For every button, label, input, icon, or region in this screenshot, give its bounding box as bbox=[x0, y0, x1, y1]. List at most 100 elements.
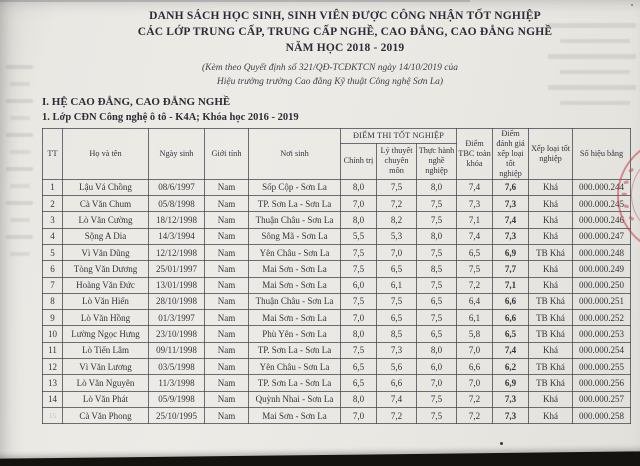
bleedthrough-ghost-top-right bbox=[540, 12, 636, 105]
student-name: Vì Văn Lương bbox=[62, 358, 149, 376]
score-politics: 8,0 bbox=[340, 390, 377, 408]
grad-score: 6,9 bbox=[492, 374, 530, 392]
score-practice: 7,5 bbox=[415, 195, 458, 213]
student-name: Lậu Vá Chồng bbox=[62, 178, 149, 197]
score-practice: 7,5 bbox=[415, 276, 458, 294]
diploma-number: 000.000.254 bbox=[572, 341, 632, 360]
birth-date: 09/11/1998 bbox=[148, 341, 205, 360]
table-row: 11 Lò Tiến Lâm 09/11/1998 Nam TP. Sơn La - S… bbox=[42, 341, 632, 360]
student-name: Lò Văn Cường bbox=[62, 211, 149, 229]
table-row: 8 Lò Văn Hiến 28/10/1998 Nam Thuận Châu - Sơ… bbox=[42, 292, 632, 311]
header-exam-scores-group: ĐIỂM THI TỐT NGHIỆP bbox=[339, 128, 458, 144]
header-practice: Thực hành nghề nghiệp bbox=[415, 143, 458, 180]
score-politics: 7,5 bbox=[340, 260, 377, 278]
grad-rank: TB Khá bbox=[528, 358, 574, 376]
score-theory: 7,3 bbox=[376, 341, 417, 360]
table-body: 1 Lậu Vá Chồng 08/6/1997 Nam Sốp Cộp - Sơn L… bbox=[42, 178, 632, 425]
score-practice: 8,0 bbox=[415, 178, 458, 197]
gender: Nam bbox=[204, 325, 249, 343]
score-practice: 7,5 bbox=[415, 243, 458, 262]
gpa: 7,4 bbox=[456, 178, 494, 197]
student-name: Lò Văn Hồng bbox=[62, 309, 149, 327]
gender: Nam bbox=[204, 178, 249, 197]
gpa: 7,4 bbox=[456, 227, 494, 245]
score-practice: 8,0 bbox=[415, 341, 458, 360]
score-theory: 5,6 bbox=[376, 358, 417, 376]
birth-place: TP. Sơn La - Sơn La bbox=[248, 341, 341, 360]
birth-date: 05/8/1998 bbox=[148, 195, 205, 213]
row-number: 1 bbox=[42, 178, 63, 197]
diploma-number: 000.000.248 bbox=[572, 243, 632, 262]
student-name: Lò Tiến Lâm bbox=[62, 341, 149, 360]
grad-score: 7,3 bbox=[492, 227, 530, 245]
header-politics: Chính trị bbox=[340, 143, 377, 180]
birth-date: 28/10/1998 bbox=[148, 292, 205, 311]
grad-score: 7,4 bbox=[492, 341, 530, 360]
row-number: 2 bbox=[42, 195, 63, 213]
score-theory: 6,6 bbox=[376, 374, 417, 392]
score-politics: 6,5 bbox=[340, 374, 377, 392]
birth-date: 23/10/1998 bbox=[148, 325, 205, 343]
bleedthrough-ghost-left bbox=[0, 52, 33, 256]
grad-rank: Khá bbox=[528, 390, 574, 408]
gpa: 7,0 bbox=[456, 341, 494, 360]
scan-bottom-edge bbox=[0, 451, 640, 466]
grad-score: 6,6 bbox=[492, 309, 530, 327]
gpa: 7,1 bbox=[456, 211, 494, 229]
grad-rank: Khá bbox=[528, 211, 574, 229]
table-row: 10 Lường Ngọc Hưng 23/10/1998 Nam Phù Yên - … bbox=[42, 325, 632, 343]
score-theory: 7,5 bbox=[376, 292, 417, 311]
grad-rank: TB Khá bbox=[528, 243, 574, 262]
birth-date: 14/3/1994 bbox=[148, 227, 205, 245]
grad-score: 7,3 bbox=[492, 195, 530, 213]
gpa: 6,4 bbox=[456, 292, 494, 311]
grad-rank: Khá bbox=[528, 260, 574, 278]
score-theory: 7,4 bbox=[376, 390, 417, 408]
table-header: TT Họ và tên Ngày sinh Giới tính Nơi sin… bbox=[42, 128, 632, 180]
score-politics: 8,0 bbox=[340, 211, 377, 229]
birth-place: Mai Sơn - Sơn La bbox=[248, 260, 341, 278]
document-subtitle: (Kèm theo Quyết định số 321/QĐ-TCĐKTCN n… bbox=[30, 62, 630, 89]
score-politics: 5,5 bbox=[340, 227, 377, 245]
header-gender: Giới tính bbox=[204, 128, 249, 180]
subtitle-line-1: (Kèm theo Quyết định số 321/QĐ-TCĐKTCN n… bbox=[202, 63, 458, 73]
student-name: Lường Ngọc Hưng bbox=[62, 325, 149, 343]
score-theory: 7,0 bbox=[376, 243, 417, 262]
student-name: Cà Văn Chum bbox=[62, 195, 149, 213]
header-tt: TT bbox=[42, 128, 63, 180]
score-practice: 6,0 bbox=[415, 358, 458, 376]
score-theory: 8,2 bbox=[376, 211, 417, 229]
gender: Nam bbox=[204, 260, 249, 278]
diploma-number: 000.000.256 bbox=[572, 374, 632, 392]
birth-place: Mai Sơn - Sơn La bbox=[248, 276, 341, 294]
grad-rank: Khá bbox=[528, 406, 574, 425]
grad-score: 6,5 bbox=[492, 325, 530, 343]
score-politics: 7,0 bbox=[340, 309, 377, 327]
title-line-1: DANH SÁCH HỌC SINH, SINH VIÊN ĐƯỢC CÔNG … bbox=[149, 10, 541, 22]
diploma-number: 000.000.257 bbox=[572, 390, 632, 408]
birth-place: Sông Mã - Sơn La bbox=[248, 227, 341, 245]
scan-top-edge bbox=[0, 0, 470, 2]
gender: Nam bbox=[204, 211, 249, 229]
score-politics: 7,0 bbox=[340, 406, 377, 425]
score-practice: 7,5 bbox=[415, 406, 458, 425]
birth-place: TP. Sơn La - Sơn La bbox=[248, 195, 341, 213]
gender: Nam bbox=[204, 374, 249, 392]
student-name: Vì Văn Dũng bbox=[62, 243, 149, 262]
table-row: 3 Lò Văn Cường 18/12/1998 Nam Thuận Châu - S… bbox=[42, 211, 632, 229]
score-politics: 7,0 bbox=[340, 195, 377, 213]
grad-rank: TB Khá bbox=[528, 292, 574, 311]
section-heading: I. HỆ CAO ĐẲNG, CAO ĐẲNG NGHỀ bbox=[42, 96, 231, 108]
score-politics: 8,0 bbox=[340, 325, 377, 343]
graduates-table: TT Họ và tên Ngày sinh Giới tính Nơi sin… bbox=[42, 128, 632, 425]
row-number: 8 bbox=[42, 292, 63, 311]
gpa: 5,8 bbox=[456, 325, 494, 343]
grad-rank: Khá bbox=[528, 227, 574, 245]
score-politics: 8,0 bbox=[340, 178, 377, 197]
gpa: 7,3 bbox=[456, 195, 494, 213]
diploma-number: 000.000.253 bbox=[572, 325, 632, 343]
diploma-number: 000.000.250 bbox=[572, 276, 632, 294]
row-number: 7 bbox=[42, 276, 63, 294]
birth-place: Yên Châu - Sơn La bbox=[248, 358, 341, 376]
birth-place: Phù Yên - Sơn La bbox=[248, 325, 341, 343]
